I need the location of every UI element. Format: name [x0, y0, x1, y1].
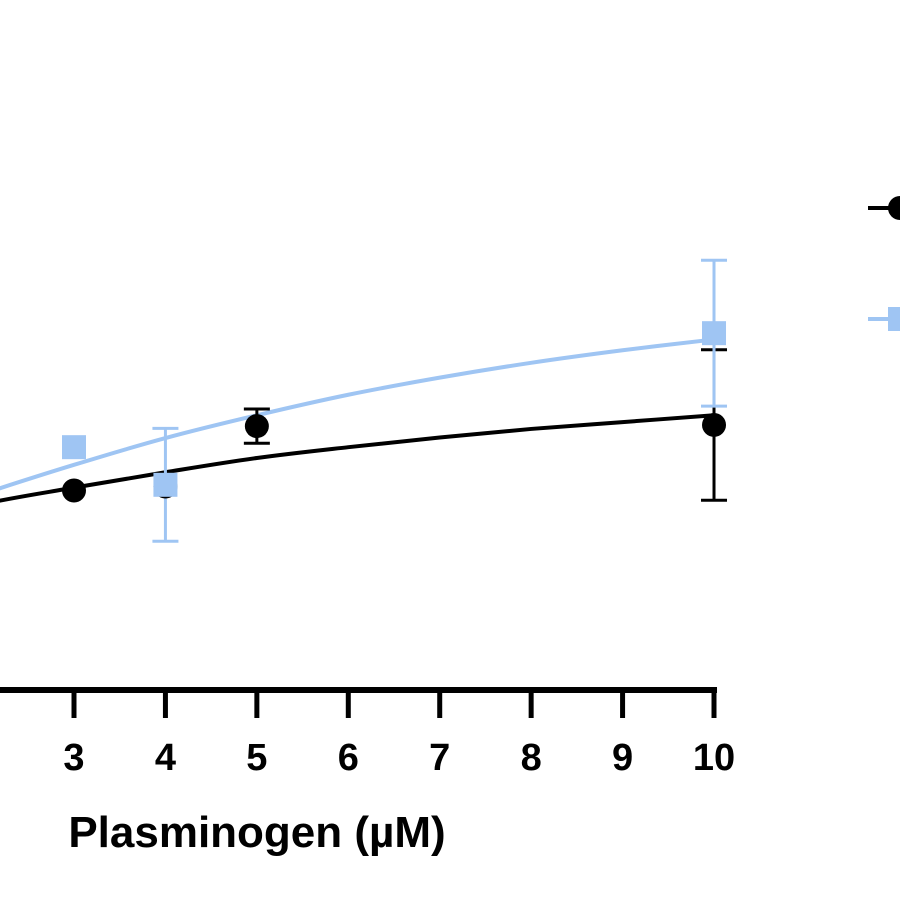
point-series-1-x3 [62, 478, 86, 503]
point-series-2-x3 [62, 435, 86, 460]
x-tick-label-3: 3 [63, 737, 84, 779]
x-tick-label-4: 4 [155, 737, 176, 779]
point-series-1-x5 [244, 414, 269, 439]
x-tick-label-9: 9 [612, 737, 633, 779]
x-axis-ticks: 3 4 5 6 7 8 9 10 [63, 690, 735, 779]
x-tick-label-5: 5 [246, 737, 267, 779]
x-tick-label-10: 10 [693, 737, 735, 779]
legend [868, 196, 900, 331]
point-series-1-x10 [702, 412, 727, 437]
fit-curves [0, 337, 715, 503]
x-tick-label-6: 6 [338, 737, 359, 779]
fit-curve-series-1 [0, 413, 715, 503]
legend-entry-series-2 [868, 307, 900, 331]
x-axis: 3 4 5 6 7 8 9 10 [0, 687, 735, 779]
error-bars [152, 258, 728, 543]
fit-curve-series-2 [0, 337, 715, 491]
legend-entry-series-1 [868, 196, 900, 220]
x-tick-label-7: 7 [429, 737, 450, 779]
x-tick-label-8: 8 [521, 737, 542, 779]
x-axis-title: Plasminogen (µM) [68, 808, 445, 857]
point-series-2-x4 [153, 472, 178, 497]
data-points [62, 321, 727, 503]
point-series-2-x10 [702, 321, 727, 346]
